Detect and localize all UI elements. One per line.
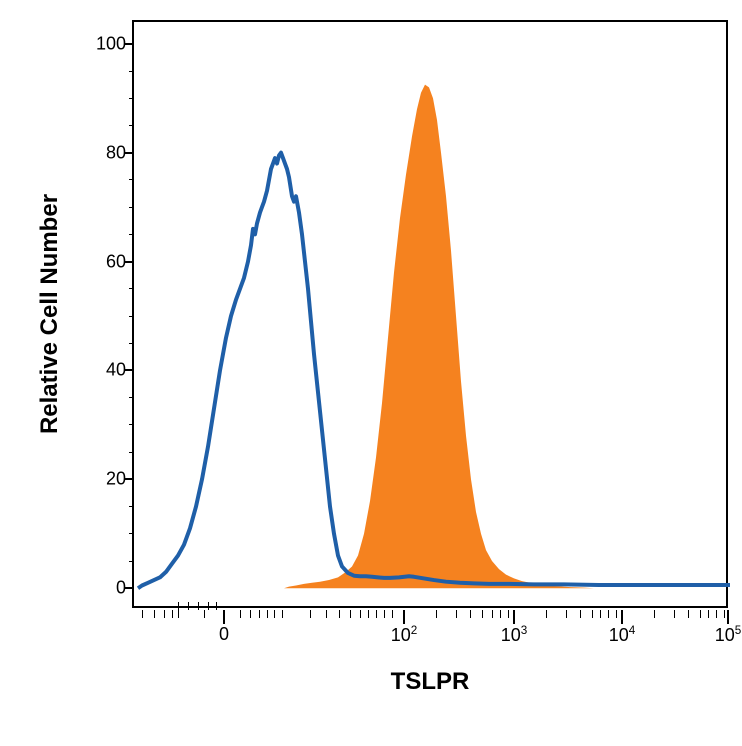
x-minor-tick xyxy=(592,610,594,618)
x-minor-tick xyxy=(250,610,252,618)
x-minor-tick xyxy=(164,610,166,618)
x-minor-tick xyxy=(616,610,618,618)
x-minor-tick xyxy=(566,610,568,618)
x-minor-tick xyxy=(384,610,386,618)
x-minor-tick xyxy=(178,610,180,618)
x-tick xyxy=(403,610,405,624)
x-axis-label: TSLPR xyxy=(132,668,728,696)
x-minor-tick xyxy=(259,610,261,618)
x-minor-tick xyxy=(580,610,582,618)
x-minor-tick xyxy=(492,610,494,618)
y-tick xyxy=(124,478,134,480)
x-minor-tick xyxy=(716,610,718,618)
x-minor-tick xyxy=(172,610,174,618)
x-minor-tick xyxy=(274,610,276,618)
x-minor-tick xyxy=(470,610,472,618)
x-minor-tick xyxy=(654,610,656,618)
x-minor-tick xyxy=(436,610,438,618)
x-minor-tick xyxy=(700,610,702,618)
y-tick xyxy=(124,587,134,589)
plot-area: 0204060801000102103104105 xyxy=(132,20,728,608)
x-minor-tick xyxy=(282,610,284,618)
x-minor-tick xyxy=(508,610,510,618)
x-minor-tick xyxy=(154,610,156,618)
x-minor-tick xyxy=(204,610,206,618)
y-tick xyxy=(124,43,134,45)
x-tick xyxy=(513,610,515,624)
x-tick xyxy=(727,610,729,624)
x-minor-tick xyxy=(688,610,690,618)
y-tick xyxy=(124,369,134,371)
x-minor-tick xyxy=(724,610,726,618)
x-minor-tick xyxy=(456,610,458,618)
x-tick xyxy=(223,610,225,624)
x-minor-tick xyxy=(500,610,502,618)
x-minor-tick xyxy=(674,610,676,618)
x-minor-tick xyxy=(708,610,710,618)
x-minor-tick xyxy=(350,610,352,618)
x-minor-tick xyxy=(267,610,269,618)
x-minor-tick xyxy=(339,610,341,618)
x-minor-tick xyxy=(546,610,548,618)
x-minor-tick xyxy=(326,610,328,618)
x-minor-tick xyxy=(392,610,394,618)
x-minor-tick xyxy=(142,610,144,618)
x-minor-tick xyxy=(376,610,378,618)
y-tick xyxy=(124,152,134,154)
y-tick xyxy=(124,261,134,263)
x-minor-tick xyxy=(600,610,602,618)
x-minor-tick xyxy=(368,610,370,618)
x-minor-tick xyxy=(240,610,242,618)
x-tick xyxy=(621,610,623,624)
y-axis-label: Relative Cell Number xyxy=(36,184,64,444)
x-minor-tick xyxy=(482,610,484,618)
x-minor-tick xyxy=(360,610,362,618)
x-minor-tick xyxy=(608,610,610,618)
histogram-svg xyxy=(134,22,730,610)
x-minor-tick xyxy=(310,610,312,618)
